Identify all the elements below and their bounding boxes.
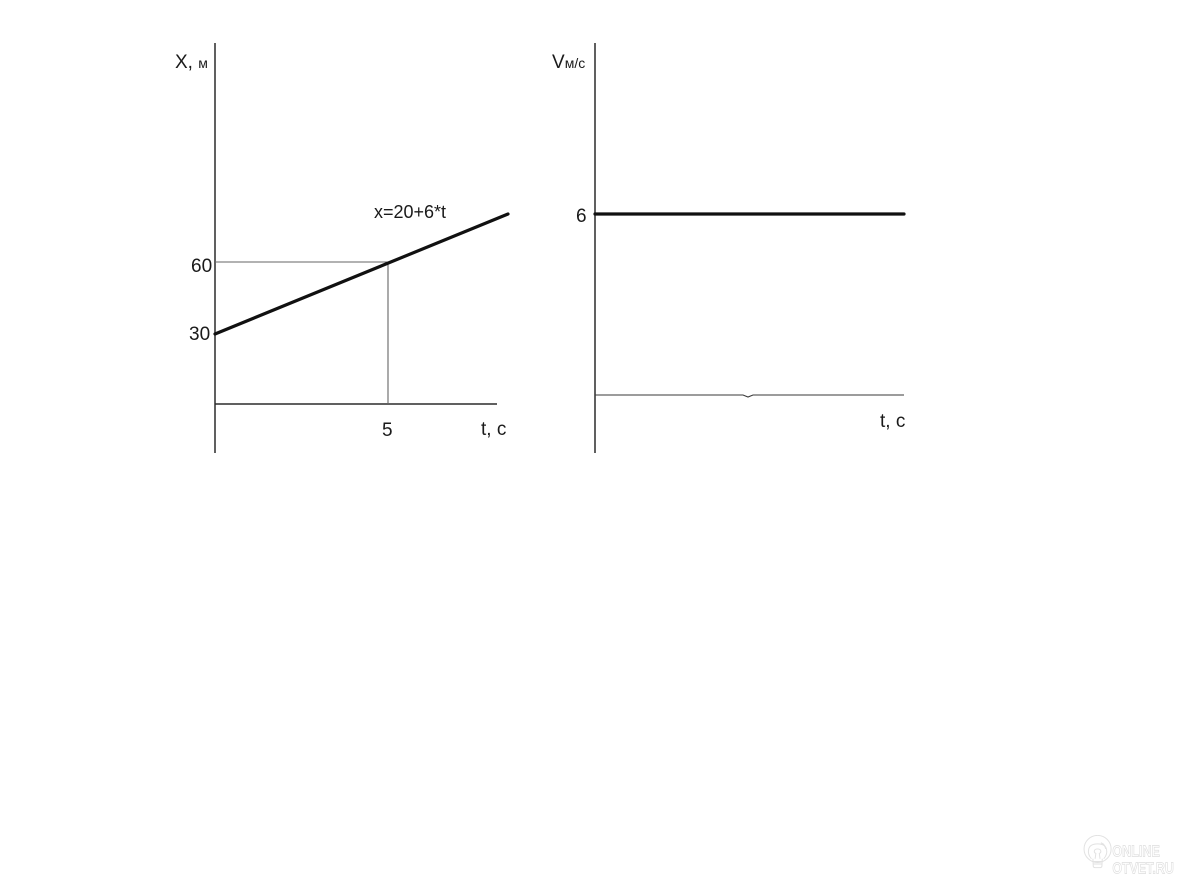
- svg-text:ONLINE: ONLINE: [1112, 843, 1160, 860]
- svg-text:OTVET.RU: OTVET.RU: [1112, 861, 1174, 878]
